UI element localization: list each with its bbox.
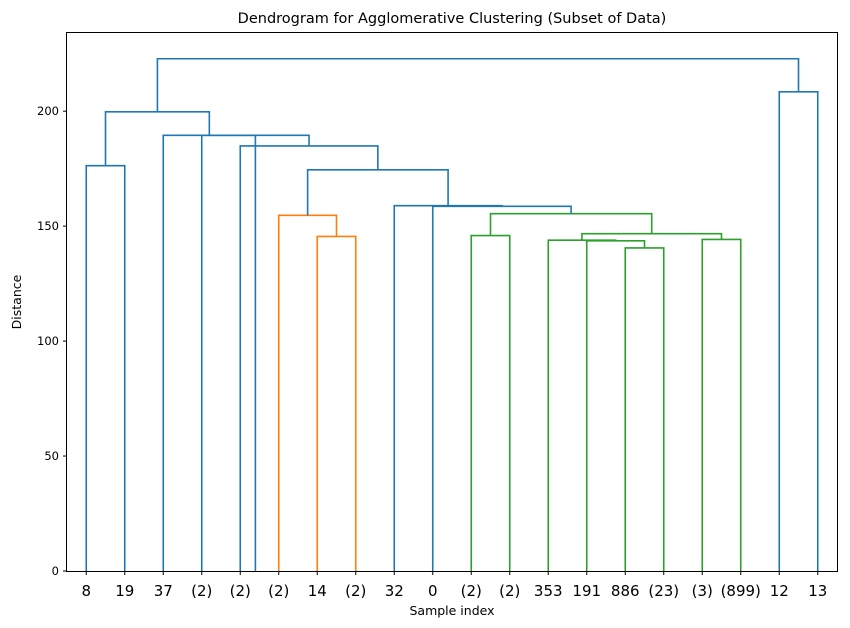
x-leaf-label-8: 32 — [385, 582, 404, 600]
dendrogram-link-3 — [470, 234, 511, 571]
x-axis-label: Sample index — [409, 603, 494, 618]
dendrogram-link-16 — [104, 111, 211, 166]
y-tick-label-1: 50 — [44, 449, 59, 463]
y-axis: 0 50 100 150 200 — [37, 104, 67, 578]
x-leaf-label-13: 191 — [572, 582, 601, 600]
x-leaf-label-16: (3) — [692, 582, 713, 600]
x-leaf-label-6: 14 — [308, 582, 327, 600]
x-leaf-label-11: (2) — [499, 582, 520, 600]
dendrogram-link-9 — [489, 212, 653, 236]
dendrogram-link-11 — [393, 204, 503, 571]
x-leaf-label-14: 886 — [611, 582, 640, 600]
x-leaf-label-9: 0 — [428, 582, 438, 600]
x-leaf-label-7: (2) — [345, 582, 366, 600]
x-leaf-label-3: (2) — [191, 582, 212, 600]
dendrogram-link-18 — [156, 57, 800, 112]
y-tick-label-0: 0 — [52, 564, 59, 578]
dendrogram-link-0 — [85, 164, 126, 571]
x-leaf-label-2: 37 — [154, 582, 173, 600]
dendrogram-link-15 — [162, 134, 257, 571]
y-tick-label-3: 150 — [37, 219, 59, 233]
chart-title: Dendrogram for Agglomerative Clustering … — [238, 11, 667, 27]
y-tick-label-4: 200 — [37, 104, 59, 118]
x-leaf-label-10: (2) — [461, 582, 482, 600]
plot-frame — [66, 32, 838, 572]
x-leaf-label-15: (23) — [648, 582, 679, 600]
x-leaf-label-17: (899) — [721, 582, 761, 600]
y-tick-label-2: 100 — [37, 334, 59, 348]
x-axis: 8 19 37 (2) (2) (2) 14 (2) 32 0 (2) (2) 353 191 886 (23… — [81, 571, 827, 600]
x-leaf-label-0: 8 — [81, 582, 91, 600]
x-leaf-label-19: 13 — [808, 582, 827, 600]
x-leaf-label-5: (2) — [268, 582, 289, 600]
x-leaf-label-1: 19 — [115, 582, 134, 600]
x-leaf-label-18: 12 — [770, 582, 789, 600]
y-axis-label: Distance — [9, 274, 24, 329]
x-leaf-label-4: (2) — [230, 582, 251, 600]
dendrogram-link-6 — [547, 239, 617, 571]
x-leaf-label-12: 353 — [534, 582, 563, 600]
dendrogram-links — [85, 57, 819, 571]
